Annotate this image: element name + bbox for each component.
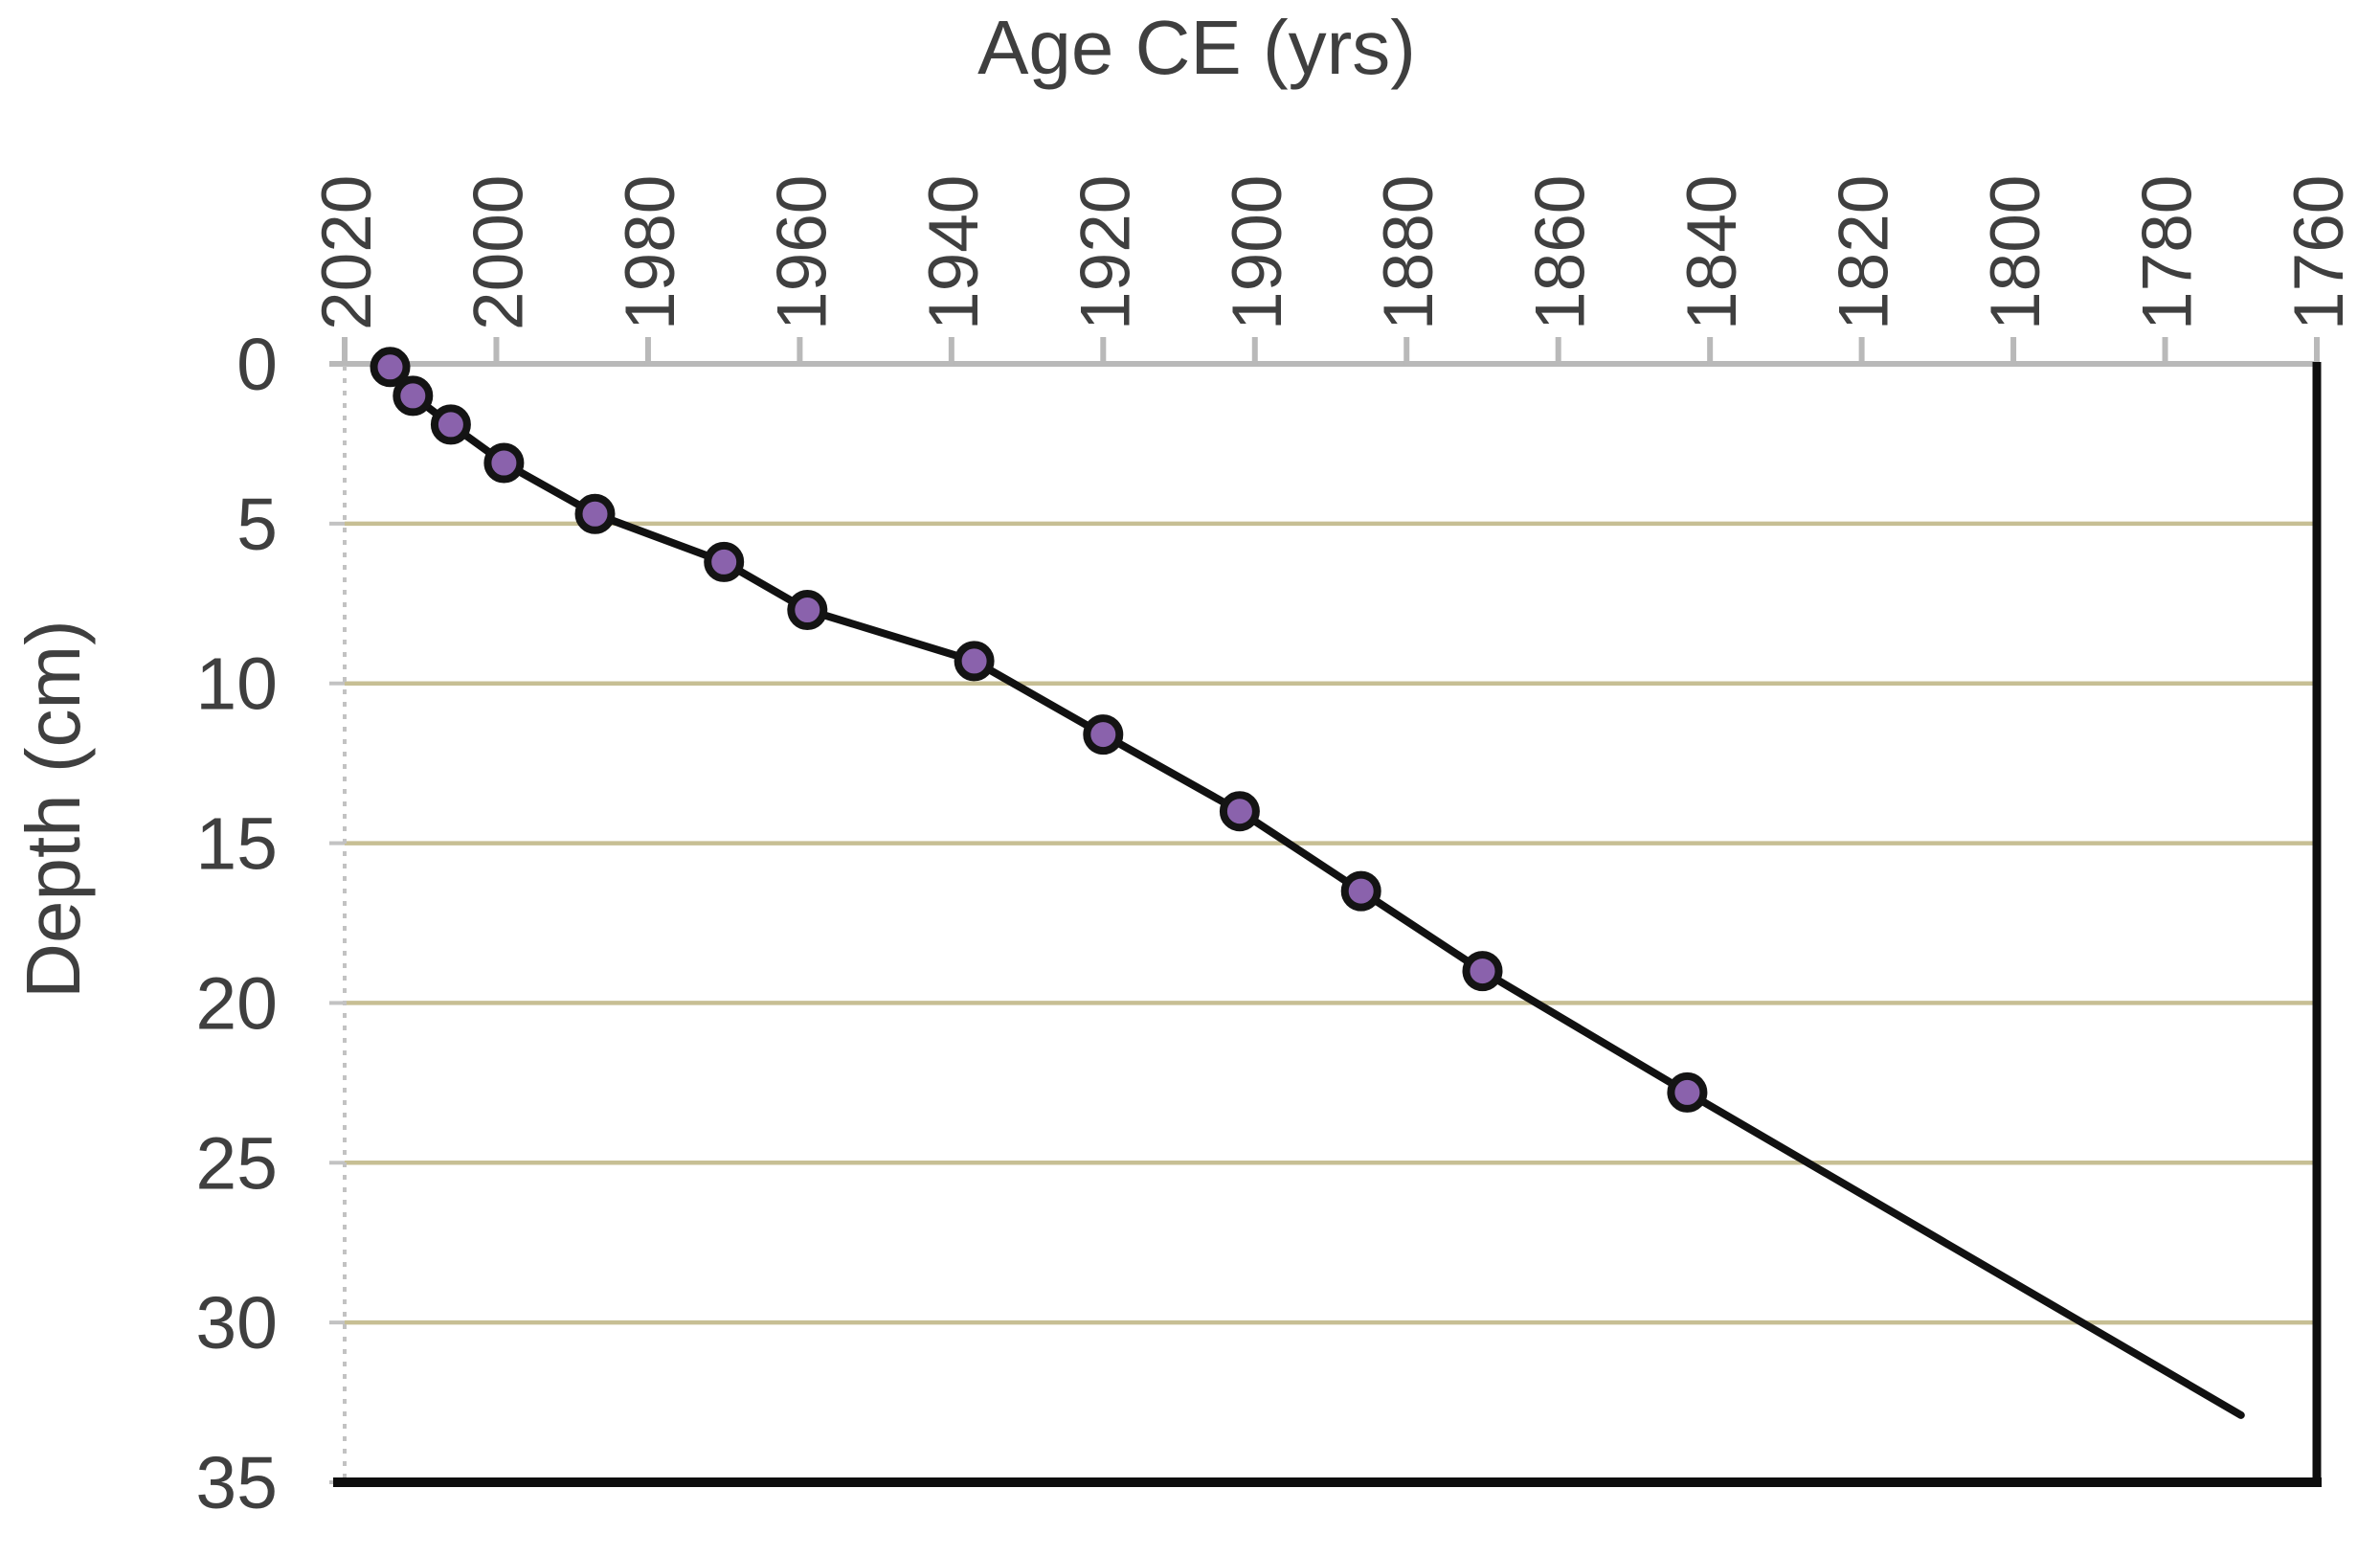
x-tick-label: 1900 (1219, 175, 1296, 330)
data-point-marker (393, 375, 434, 417)
data-point-marker (954, 641, 995, 682)
x-tick-label: 1760 (2280, 175, 2358, 330)
y-tick-label: 10 (195, 643, 278, 726)
x-tick-label: 2020 (308, 175, 386, 330)
data-point-marker (483, 442, 525, 484)
y-tick-label: 5 (236, 484, 278, 566)
data-point-marker (574, 493, 616, 534)
y-tick-label: 20 (195, 962, 278, 1045)
y-tick-label: 25 (195, 1122, 278, 1205)
x-tick-label: 1860 (1522, 175, 1600, 330)
x-tick-label: 1880 (1370, 175, 1448, 330)
data-point-marker (1667, 1071, 1708, 1113)
data-point-marker (370, 347, 411, 388)
x-tick-label: 1820 (1826, 175, 1903, 330)
x-tick-label: 1980 (612, 175, 689, 330)
x-tick-label: 1960 (763, 175, 841, 330)
data-point-marker (1219, 791, 1260, 832)
y-tick-label: 0 (236, 324, 278, 406)
data-point-marker (704, 541, 745, 582)
data-point-marker (430, 404, 471, 445)
y-tick-label: 30 (195, 1282, 278, 1364)
x-tick-label: 1940 (915, 175, 993, 330)
x-tick-label: 2000 (460, 175, 537, 330)
x-tick-label: 1780 (2129, 175, 2207, 330)
data-point-marker (1462, 951, 1503, 992)
x-tick-label: 1800 (1977, 175, 2054, 330)
y-tick-label: 35 (195, 1442, 278, 1524)
x-tick-label: 1920 (1067, 175, 1144, 330)
data-point-marker (787, 590, 828, 630)
x-tick-label: 1840 (1673, 175, 1751, 330)
y-tick-label: 15 (195, 803, 278, 886)
data-point-marker (1340, 870, 1381, 912)
chart-title: Age CE (yrs) (977, 5, 1416, 90)
data-point-marker (1083, 714, 1124, 755)
